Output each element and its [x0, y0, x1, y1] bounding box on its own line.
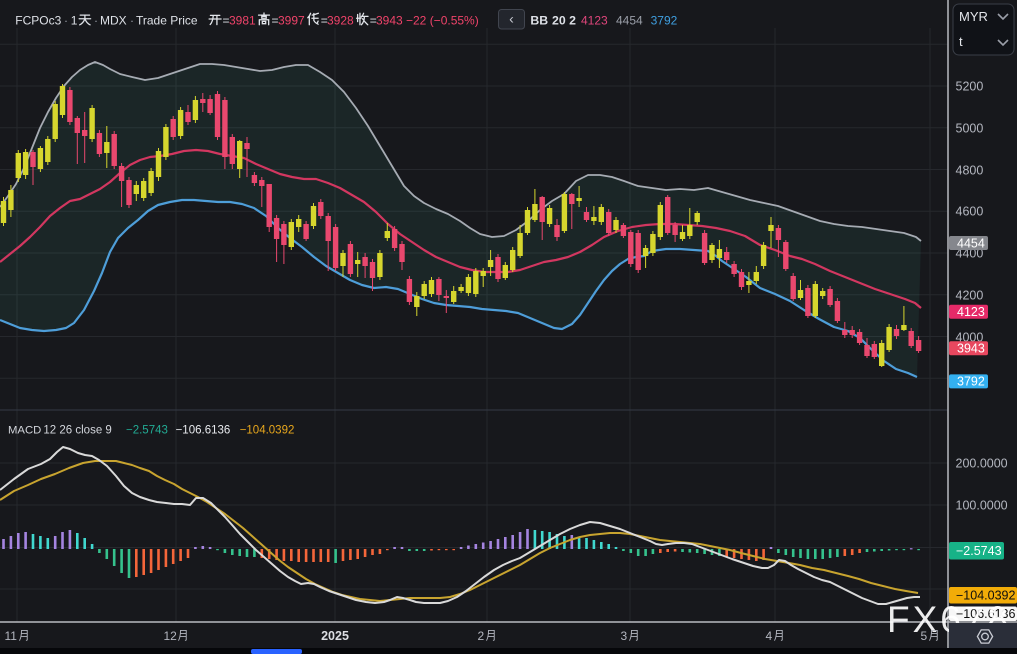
svg-text:BB: BB: [530, 14, 548, 28]
svg-text:=: =: [223, 14, 230, 28]
svg-text:·: ·: [130, 14, 134, 28]
svg-text:11: 11: [5, 629, 18, 643]
svg-text:−104.0392: −104.0392: [240, 425, 295, 437]
svg-text:2025: 2025: [321, 629, 349, 643]
svg-text:3792: 3792: [651, 14, 678, 28]
svg-text:MYR: MYR: [959, 9, 988, 24]
svg-text:3943: 3943: [376, 14, 403, 28]
svg-text:=: =: [272, 14, 279, 28]
svg-text:·: ·: [94, 14, 98, 28]
svg-text:−106.6136: −106.6136: [176, 425, 231, 437]
svg-text:−2.5743: −2.5743: [956, 544, 1002, 558]
svg-text:=: =: [370, 14, 377, 28]
svg-text:3: 3: [621, 629, 628, 643]
svg-text:4200: 4200: [956, 289, 984, 303]
svg-text:MDX: MDX: [100, 14, 127, 28]
svg-text:‹: ‹: [509, 11, 514, 27]
svg-text:=: =: [321, 14, 328, 28]
svg-text:12: 12: [164, 629, 178, 643]
svg-text:4600: 4600: [956, 205, 984, 219]
svg-text:3792: 3792: [957, 375, 985, 389]
svg-text:−104.0392: −104.0392: [956, 589, 1015, 603]
svg-text:3997: 3997: [278, 14, 305, 28]
svg-text:−106.6136: −106.6136: [956, 607, 1015, 621]
svg-text:MACD: MACD: [8, 425, 41, 437]
svg-text:2: 2: [478, 629, 485, 643]
svg-text:4454: 4454: [957, 236, 985, 250]
svg-text:·: ·: [64, 14, 68, 28]
svg-text:t: t: [959, 34, 963, 49]
svg-text:5000: 5000: [956, 122, 984, 136]
svg-text:4: 4: [766, 629, 773, 643]
svg-text:200.0000: 200.0000: [956, 457, 1008, 471]
svg-text:1: 1: [71, 14, 78, 28]
svg-text:−2.5743: −2.5743: [126, 425, 168, 437]
svg-text:4800: 4800: [956, 164, 984, 178]
svg-text:100.0000: 100.0000: [956, 499, 1008, 513]
svg-text:4000: 4000: [956, 331, 984, 345]
svg-text:12 26 close 9: 12 26 close 9: [43, 425, 111, 437]
svg-text:3943: 3943: [957, 342, 985, 356]
svg-text:4123: 4123: [581, 14, 608, 28]
svg-text:3928: 3928: [327, 14, 354, 28]
svg-text:3981: 3981: [229, 14, 256, 28]
svg-text:5: 5: [921, 629, 928, 643]
svg-text:−22 (−0.55%): −22 (−0.55%): [406, 14, 479, 28]
svg-text:20 2: 20 2: [552, 14, 576, 28]
svg-text:5200: 5200: [956, 80, 984, 94]
svg-text:4454: 4454: [616, 14, 643, 28]
svg-text:4123: 4123: [957, 305, 985, 319]
svg-text:FCPOc3: FCPOc3: [15, 14, 61, 28]
svg-text:Trade Price: Trade Price: [136, 14, 198, 28]
